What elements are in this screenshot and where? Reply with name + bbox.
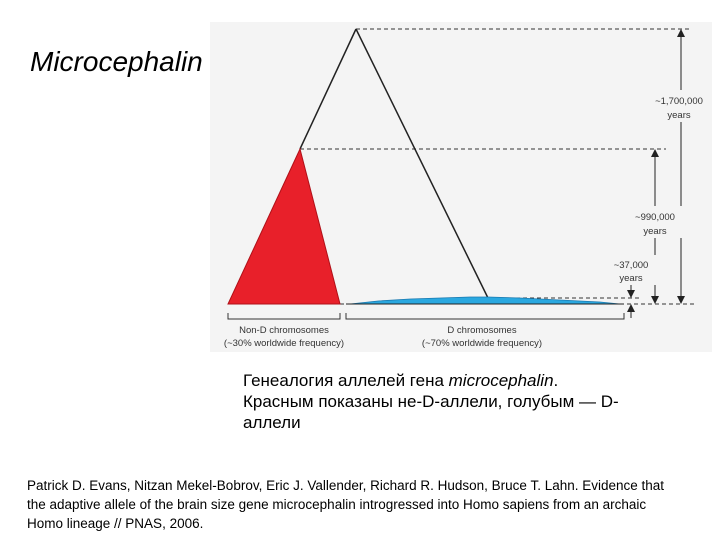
- d-bracket: [345, 313, 625, 320]
- age-label-1700000-value: ~1,700,000: [655, 96, 703, 107]
- age-label-990000-unit: years: [643, 226, 666, 237]
- age-label-990000-value: ~990,000: [635, 212, 675, 223]
- caption-line-1: Генеалогия аллелей гена microcephalin.: [243, 371, 559, 390]
- non-d-group-label: Non-D chromosomes: [239, 325, 329, 336]
- tree-branch-right: [355, 28, 489, 299]
- non-d-bracket: [227, 313, 341, 320]
- d-clade-sliver: [349, 296, 621, 305]
- citation: Patrick D. Evans, Nitzan Mekel-Bobrov, E…: [27, 478, 665, 531]
- d-group-note: (~70% worldwide frequency): [422, 338, 542, 349]
- age-label-37000-value: ~37,000: [614, 260, 649, 271]
- gene-name: microcephalin: [448, 371, 554, 390]
- tree-branch-left: [299, 28, 357, 150]
- slide-title: Microcephalin: [30, 46, 203, 77]
- non-d-group-note: (~30% worldwide frequency): [224, 338, 344, 349]
- caption-line-2: Красным показаны не-D-аллели, голубым — …: [243, 392, 619, 411]
- age-arrow-37000: [627, 284, 635, 318]
- non-d-clade-triangle: [227, 147, 341, 305]
- figure-caption: Генеалогия аллелей гена microcephalin. К…: [243, 370, 703, 433]
- caption-line-3: аллели: [243, 413, 301, 432]
- age-arrow-1700000: [677, 29, 685, 304]
- d-group-label: D chromosomes: [447, 325, 516, 336]
- age-label-1700000-unit: years: [667, 110, 690, 121]
- age-label-37000-unit: years: [619, 273, 642, 284]
